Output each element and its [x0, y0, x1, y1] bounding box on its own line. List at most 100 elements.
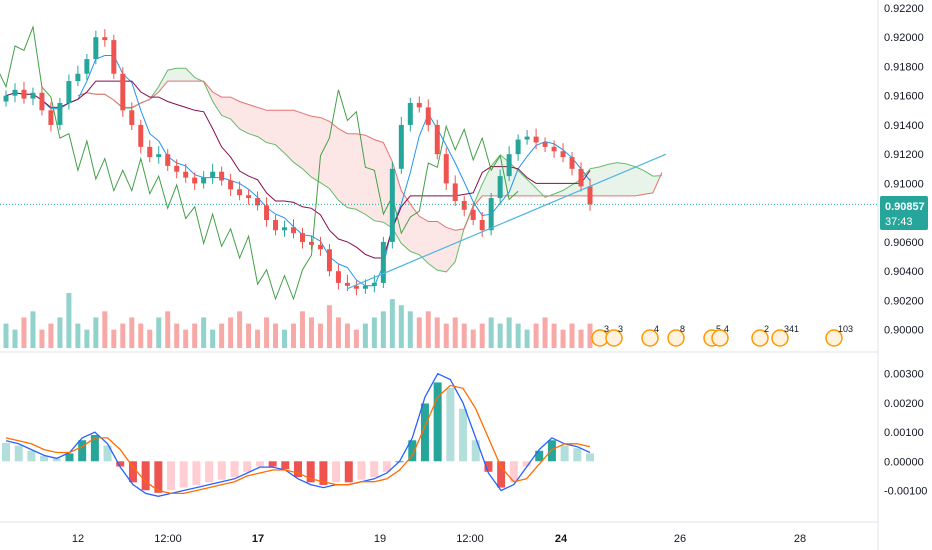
event-badges[interactable]: 3 3 4 8 5 4 2 341 103 [591, 324, 853, 347]
cloud-segment [311, 116, 321, 183]
cloud-segment [518, 170, 528, 196]
candle-body [66, 81, 72, 103]
volume-bar [533, 323, 539, 348]
volume-bar [201, 317, 207, 348]
volume-bar [299, 311, 305, 348]
volume-bar [237, 311, 243, 348]
candle-body [452, 183, 458, 201]
volume-bar [57, 317, 63, 348]
volume-bar [326, 305, 332, 348]
volume-bar [129, 317, 135, 348]
time-tick-label: 12:00 [154, 533, 182, 545]
current-price-badge [880, 196, 928, 230]
cloud-segment [248, 104, 258, 137]
event-badge-icon [667, 329, 685, 347]
cloud-segment [437, 221, 447, 272]
candle-body [524, 136, 530, 140]
candle-body [533, 136, 539, 143]
candle-body [542, 142, 548, 147]
cloud-segment [643, 170, 653, 195]
candle-body [506, 154, 512, 177]
candle-body [156, 154, 162, 158]
macd-axis[interactable]: 0.00300 0.00200 0.00100 0.00000 -0.00100 [884, 369, 927, 498]
cloud-segment [634, 166, 644, 196]
candle-body [174, 165, 180, 172]
volume-bar [308, 317, 314, 348]
macd-histogram-bar [154, 461, 163, 493]
volume-bar [282, 329, 288, 348]
macd-histogram-bar [40, 456, 49, 462]
time-tick-label: 28 [794, 533, 806, 545]
candle-body [291, 227, 297, 234]
price-tick-label: 0.91400 [884, 120, 924, 132]
candle-body [219, 171, 225, 181]
macd-histogram [2, 382, 594, 493]
cloud-segment [221, 97, 231, 120]
candle-body [470, 209, 476, 220]
bar-countdown: 37:43 [885, 216, 913, 228]
current-price-label: 0.90857 37:43 [880, 196, 928, 230]
volume-bar [434, 317, 440, 348]
candle-body [398, 124, 404, 169]
macd-histogram-bar [433, 382, 442, 462]
macd-histogram-bar [281, 461, 290, 470]
volume-bar [255, 329, 261, 348]
event-badge-count: 5 [716, 324, 721, 334]
event-badge-count: 3 [604, 324, 609, 334]
candle-body [210, 171, 216, 178]
volume-bar [12, 329, 18, 348]
macd-histogram-bar [382, 461, 391, 472]
macd-tick-label: -0.00100 [884, 485, 927, 497]
volume-bar [371, 317, 377, 348]
macd-histogram-bar [128, 461, 137, 483]
time-axis[interactable]: 12 12:00 17 19 12:00 24 26 28 [72, 533, 806, 545]
candle-body [488, 198, 494, 231]
candle-body [362, 285, 368, 289]
candle-body [479, 219, 485, 231]
candle-body [587, 186, 593, 205]
cloud-segment [616, 162, 626, 196]
cloud-segment [356, 133, 366, 215]
macd-histogram-bar [243, 461, 252, 472]
volume-bar [21, 317, 27, 348]
macd-histogram-bar [446, 387, 455, 462]
macd-histogram-bar [167, 461, 176, 491]
volume-bar [183, 329, 189, 348]
cloud-segment [257, 107, 267, 143]
volume-bar [398, 305, 404, 348]
price-tick-label: 0.92000 [884, 32, 924, 44]
volume-bar [138, 323, 144, 348]
volume-bar [317, 323, 323, 348]
cloud-segment [284, 110, 294, 163]
volume-bar [48, 323, 54, 348]
candle-body [299, 233, 305, 242]
candle-body [389, 168, 395, 242]
candle-body [264, 205, 270, 220]
macd-histogram-bar [65, 453, 74, 462]
volume-bar [569, 323, 575, 348]
candle-body [129, 110, 135, 125]
candle-body [93, 37, 99, 60]
candle-body [380, 241, 386, 283]
macd-histogram-bar [192, 461, 201, 485]
event-badge-icon [751, 329, 769, 347]
candle-body [551, 146, 557, 152]
candle-body [12, 89, 18, 96]
span-a-line [77, 67, 662, 273]
candle-body [201, 177, 207, 184]
volume-bar [344, 323, 350, 348]
volume-bar [291, 323, 297, 348]
macd-histogram-bar [2, 442, 10, 462]
volume-bar [470, 329, 476, 348]
volume-bar [461, 323, 467, 348]
signal-line [5, 384, 591, 495]
macd-histogram-bar [14, 445, 23, 462]
price-tick-label: 0.91000 [884, 178, 924, 190]
trendline[interactable] [347, 153, 667, 290]
candle-body [335, 271, 341, 283]
candle-body [102, 37, 108, 41]
current-price-value: 0.90857 [885, 201, 925, 213]
cloud-segment [527, 179, 537, 196]
volume-bar [39, 329, 45, 348]
